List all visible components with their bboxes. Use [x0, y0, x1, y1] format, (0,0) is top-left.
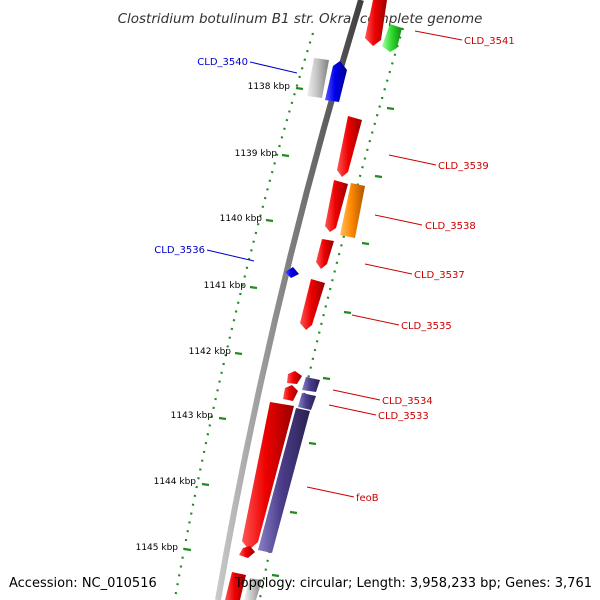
- label-cld-3541[interactable]: CLD_3541: [464, 36, 515, 47]
- tick-label-1144: 1144 kbp: [154, 477, 197, 487]
- leader-lines: [206, 30, 463, 498]
- gene-feob-purple[interactable]: [258, 408, 310, 553]
- gene-cld-3538-red[interactable]: [325, 180, 348, 232]
- tick-label-1145: 1145 kbp: [136, 543, 179, 553]
- gene-cld-3534-red[interactable]: [287, 371, 302, 384]
- gene-green-top[interactable]: [382, 24, 402, 52]
- gene-gray-bottom[interactable]: [244, 578, 262, 600]
- tick-label-1141: 1141 kbp: [204, 281, 247, 291]
- genome-stats-text: Topology: circular; Length: 3,958,233 bp…: [234, 576, 592, 591]
- tick-label-1142: 1142 kbp: [189, 347, 232, 357]
- tick-label-1143: 1143 kbp: [171, 411, 214, 421]
- gene-cld-3534-purple[interactable]: [302, 377, 320, 392]
- gene-cld-3541[interactable]: [365, 0, 387, 46]
- label-cld-3539[interactable]: CLD_3539: [438, 161, 489, 172]
- gene-red-bottom[interactable]: [225, 572, 246, 600]
- label-cld-3540[interactable]: CLD_3540: [197, 57, 248, 68]
- gene-cld-3533-red[interactable]: [283, 385, 298, 401]
- tick-label-1140: 1140 kbp: [220, 214, 263, 224]
- tick-label-1139: 1139 kbp: [235, 149, 278, 159]
- map-title: Clostridium botulinum B1 str. Okra, comp…: [118, 11, 483, 27]
- accession-text: Accession: NC_010516: [9, 576, 157, 591]
- label-feob[interactable]: feoB: [356, 493, 379, 504]
- gene-cld-3540-gray[interactable]: [307, 58, 329, 98]
- gene-cld-3537[interactable]: [316, 239, 334, 269]
- gene-small-red-bottom[interactable]: [239, 546, 255, 558]
- gene-cld-3540-blue[interactable]: [325, 61, 347, 102]
- gene-cld-3533-purple[interactable]: [298, 393, 316, 410]
- label-cld-3533[interactable]: CLD_3533: [378, 411, 429, 422]
- label-cld-3538[interactable]: CLD_3538: [425, 221, 476, 232]
- gene-cld-3536[interactable]: [285, 267, 299, 278]
- major-ticks: [183, 86, 304, 552]
- label-cld-3537[interactable]: CLD_3537: [414, 270, 465, 281]
- gene-feob-red[interactable]: [242, 402, 294, 550]
- gene-cld-3535[interactable]: [300, 279, 325, 330]
- tick-label-1138: 1138 kbp: [248, 82, 291, 92]
- tick-ring-inner: [258, 27, 405, 599]
- gene-cld-3539[interactable]: [337, 116, 362, 177]
- label-cld-3536[interactable]: CLD_3536: [154, 245, 205, 256]
- gene-cld-3538-orange[interactable]: [340, 183, 365, 238]
- inner-ticks: [271, 106, 395, 578]
- label-cld-3534[interactable]: CLD_3534: [382, 396, 433, 407]
- label-cld-3535[interactable]: CLD_3535: [401, 321, 452, 332]
